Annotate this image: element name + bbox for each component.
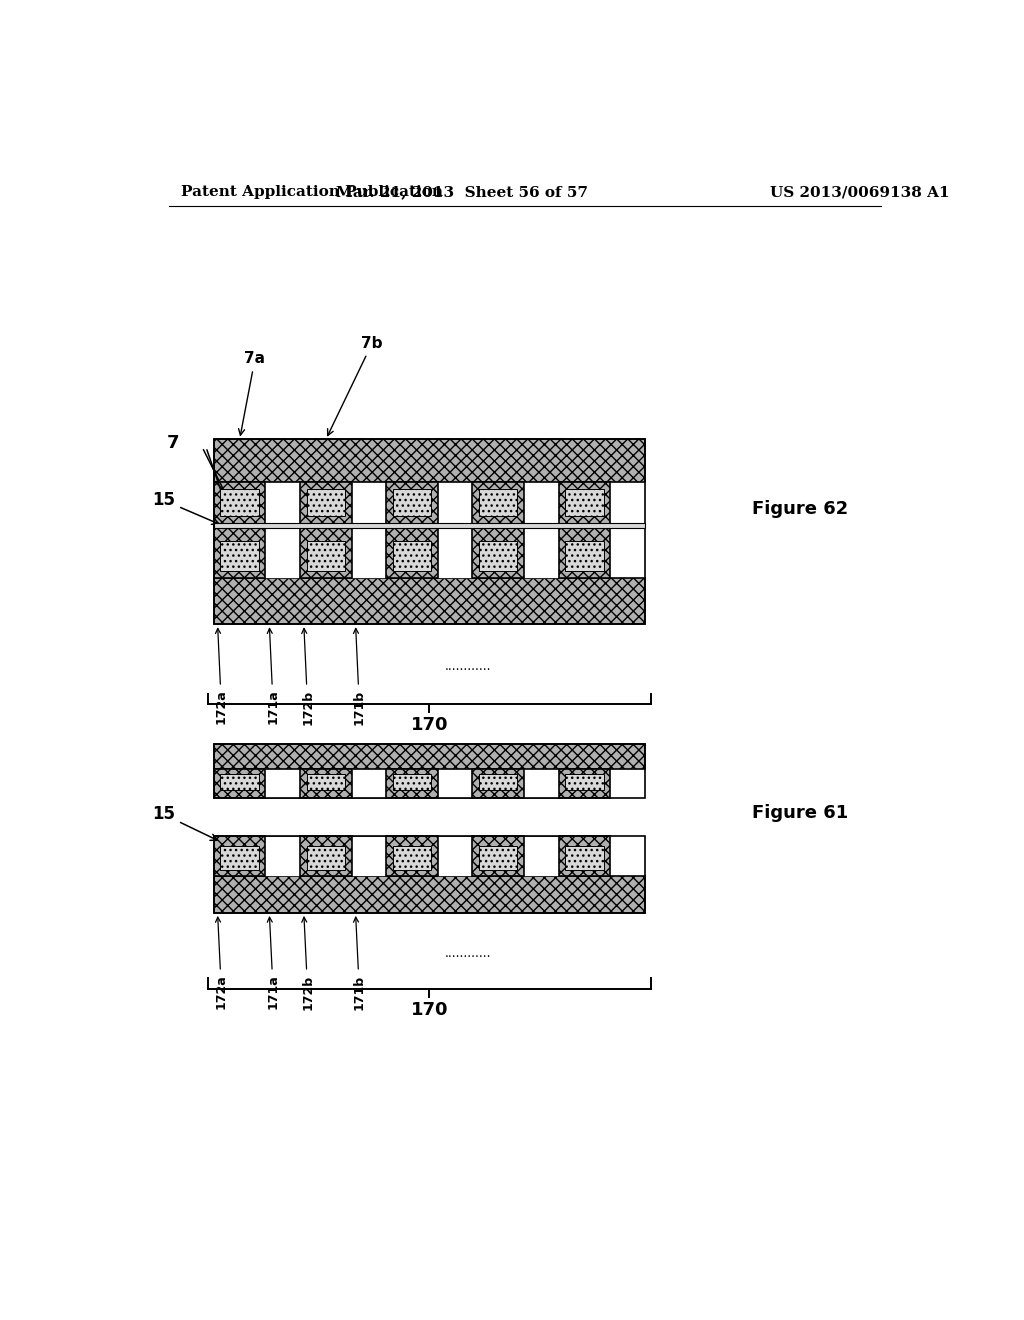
Bar (438, 836, 472, 876)
Bar (472, 836, 524, 876)
Bar (214, 743, 645, 770)
Bar (220, 774, 259, 791)
Bar (565, 540, 604, 570)
Text: 171a: 171a (266, 628, 280, 725)
Bar (214, 528, 265, 578)
Bar (351, 482, 386, 528)
Bar (300, 836, 351, 876)
Text: Patent Application Publication: Patent Application Publication (180, 185, 442, 199)
Bar (220, 488, 259, 516)
Bar (351, 528, 386, 578)
Bar (479, 540, 517, 570)
Bar (306, 488, 345, 516)
Bar (438, 770, 472, 797)
Text: 172a: 172a (215, 628, 228, 725)
Bar (524, 528, 559, 578)
Bar (214, 578, 645, 624)
Bar (479, 774, 517, 791)
Bar (214, 770, 265, 797)
Bar (214, 876, 645, 913)
Text: 171b: 171b (353, 628, 366, 725)
Text: ............: ............ (444, 660, 492, 673)
Bar (438, 482, 472, 528)
Bar (393, 540, 431, 570)
Text: 172a: 172a (215, 917, 228, 1010)
Bar (472, 770, 524, 797)
Bar (300, 770, 351, 797)
Bar (386, 770, 438, 797)
Bar (351, 770, 386, 797)
Bar (214, 836, 265, 876)
Bar (393, 774, 431, 791)
Bar (524, 482, 559, 528)
Bar (393, 488, 431, 516)
Text: 7: 7 (167, 434, 179, 453)
Bar (214, 528, 645, 624)
Bar (214, 482, 265, 528)
Text: 170: 170 (411, 1001, 449, 1019)
Bar (300, 482, 351, 528)
Bar (524, 836, 559, 876)
Bar (265, 770, 300, 797)
Bar (479, 488, 517, 516)
Bar (524, 770, 559, 797)
Bar (565, 774, 604, 791)
Bar (438, 528, 472, 578)
Bar (386, 482, 438, 528)
Text: 7a: 7a (239, 351, 265, 436)
Text: Mar. 21, 2013  Sheet 56 of 57: Mar. 21, 2013 Sheet 56 of 57 (336, 185, 588, 199)
Text: 172b: 172b (301, 917, 314, 1010)
Text: ............: ............ (444, 946, 492, 960)
Bar (214, 743, 645, 797)
Bar (220, 846, 259, 870)
Bar (214, 836, 645, 913)
Bar (220, 540, 259, 570)
Bar (559, 528, 610, 578)
Bar (306, 540, 345, 570)
Text: Figure 61: Figure 61 (753, 804, 849, 822)
Bar (386, 836, 438, 876)
Bar (393, 846, 431, 870)
Text: 7b: 7b (328, 335, 383, 436)
Bar (214, 523, 645, 528)
Bar (306, 774, 345, 791)
Text: Figure 62: Figure 62 (753, 500, 849, 517)
Bar (265, 528, 300, 578)
Text: 171b: 171b (353, 917, 366, 1010)
Bar (559, 770, 610, 797)
Bar (300, 528, 351, 578)
Bar (559, 482, 610, 528)
Text: 170: 170 (411, 715, 449, 734)
Bar (472, 528, 524, 578)
Bar (351, 836, 386, 876)
Text: 15: 15 (153, 491, 219, 524)
Bar (386, 528, 438, 578)
Bar (265, 836, 300, 876)
Bar (472, 482, 524, 528)
Bar (306, 846, 345, 870)
Bar (559, 836, 610, 876)
Bar (214, 440, 645, 528)
Bar (565, 488, 604, 516)
Bar (479, 846, 517, 870)
Bar (265, 482, 300, 528)
Bar (565, 846, 604, 870)
Text: 171a: 171a (266, 917, 280, 1010)
Text: 172b: 172b (301, 628, 314, 725)
Text: 15: 15 (153, 805, 217, 841)
Text: US 2013/0069138 A1: US 2013/0069138 A1 (770, 185, 949, 199)
Bar (214, 440, 645, 482)
